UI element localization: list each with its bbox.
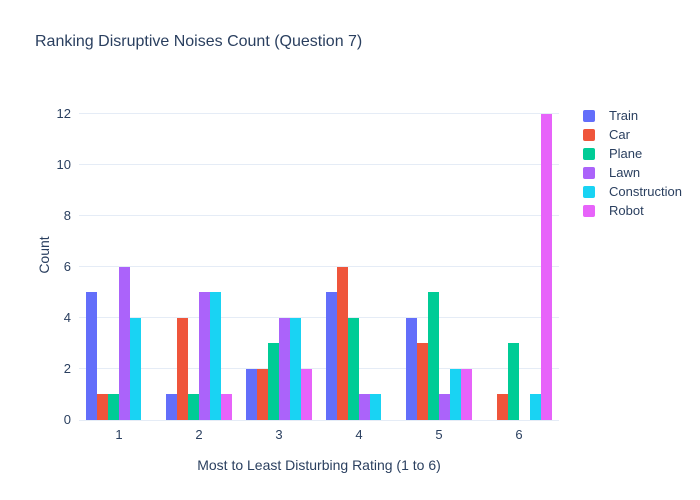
bar-robot-rating-6[interactable] xyxy=(541,114,552,420)
chart-title: Ranking Disruptive Noises Count (Questio… xyxy=(35,33,363,50)
x-tick-label-3: 3 xyxy=(275,427,283,442)
y-tick-label-6: 6 xyxy=(63,259,71,274)
gridline-y-8 xyxy=(79,215,559,216)
x-tick-label-4: 4 xyxy=(355,427,363,442)
bar-car-rating-6[interactable] xyxy=(497,394,508,420)
x-tick-label-1: 1 xyxy=(115,427,123,442)
bar-car-rating-5[interactable] xyxy=(417,343,428,420)
legend-swatch-car xyxy=(583,128,595,141)
bar-train-rating-5[interactable] xyxy=(406,318,417,420)
y-axis-title: Count xyxy=(36,236,52,274)
legend-label-plane: Plane xyxy=(609,146,643,161)
bar-plane-rating-2[interactable] xyxy=(188,394,199,420)
y-tick-label-0: 0 xyxy=(63,412,71,427)
bar-lawn-rating-4[interactable] xyxy=(359,394,370,420)
bar-train-rating-3[interactable] xyxy=(246,369,257,420)
bar-plane-rating-1[interactable] xyxy=(108,394,119,420)
bar-train-rating-1[interactable] xyxy=(86,292,97,420)
bar-construction-rating-2[interactable] xyxy=(210,292,221,420)
plot-area: 0 2 4 6 8 10 12 1 2 3 4 5 6 xyxy=(57,90,559,442)
x-axis-title: Most to Least Disturbing Rating (1 to 6) xyxy=(197,457,441,473)
legend: Train Car Plane Lawn Construction Robot xyxy=(583,106,682,220)
gridline-y-12 xyxy=(79,113,559,114)
bar-lawn-rating-5[interactable] xyxy=(439,394,450,420)
legend-item-plane[interactable]: Plane xyxy=(583,144,682,163)
legend-swatch-robot xyxy=(583,204,595,217)
y-tick-label-10: 10 xyxy=(56,157,71,172)
bar-lawn-rating-2[interactable] xyxy=(199,292,210,420)
gridline-y-2 xyxy=(79,368,559,369)
bar-construction-rating-5[interactable] xyxy=(450,369,461,420)
bar-train-rating-4[interactable] xyxy=(326,292,337,420)
bar-construction-rating-6[interactable] xyxy=(530,394,541,420)
bar-construction-rating-3[interactable] xyxy=(290,318,301,420)
legend-item-robot[interactable]: Robot xyxy=(583,201,682,220)
bar-plane-rating-5[interactable] xyxy=(428,292,439,420)
legend-swatch-train xyxy=(583,109,595,122)
x-tick-label-6: 6 xyxy=(515,427,523,442)
bar-construction-rating-4[interactable] xyxy=(370,394,381,420)
legend-label-construction: Construction xyxy=(609,184,682,199)
gridline-y-10 xyxy=(79,164,559,165)
bar-plane-rating-6[interactable] xyxy=(508,343,519,420)
legend-item-construction[interactable]: Construction xyxy=(583,182,682,201)
y-tick-label-2: 2 xyxy=(63,361,71,376)
legend-label-robot: Robot xyxy=(609,203,644,218)
gridline-y-4 xyxy=(79,317,559,318)
bar-robot-rating-2[interactable] xyxy=(221,394,232,420)
bar-lawn-rating-1[interactable] xyxy=(119,267,130,420)
bar-car-rating-4[interactable] xyxy=(337,267,348,420)
y-tick-label-12: 12 xyxy=(56,106,71,121)
bar-robot-rating-3[interactable] xyxy=(301,369,312,420)
legend-swatch-lawn xyxy=(583,166,595,179)
bar-plane-rating-4[interactable] xyxy=(348,318,359,420)
bar-train-rating-2[interactable] xyxy=(166,394,177,420)
bar-car-rating-3[interactable] xyxy=(257,369,268,420)
bar-car-rating-1[interactable] xyxy=(97,394,108,420)
bar-robot-rating-5[interactable] xyxy=(461,369,472,420)
legend-item-lawn[interactable]: Lawn xyxy=(583,163,682,182)
bar-car-rating-2[interactable] xyxy=(177,318,188,420)
x-tick-label-2: 2 xyxy=(195,427,203,442)
bar-construction-rating-1[interactable] xyxy=(130,318,141,420)
legend-item-car[interactable]: Car xyxy=(583,125,682,144)
bar-lawn-rating-3[interactable] xyxy=(279,318,290,420)
gridline-y-6 xyxy=(79,266,559,267)
legend-label-lawn: Lawn xyxy=(609,165,641,180)
legend-label-car: Car xyxy=(609,127,630,142)
legend-label-train: Train xyxy=(609,108,639,123)
legend-item-train[interactable]: Train xyxy=(583,106,682,125)
legend-swatch-plane xyxy=(583,147,595,160)
y-tick-label-4: 4 xyxy=(63,310,71,325)
y-tick-label-8: 8 xyxy=(63,208,71,223)
legend-swatch-construction xyxy=(583,185,595,198)
bar-plane-rating-3[interactable] xyxy=(268,343,279,420)
x-tick-label-5: 5 xyxy=(435,427,443,442)
